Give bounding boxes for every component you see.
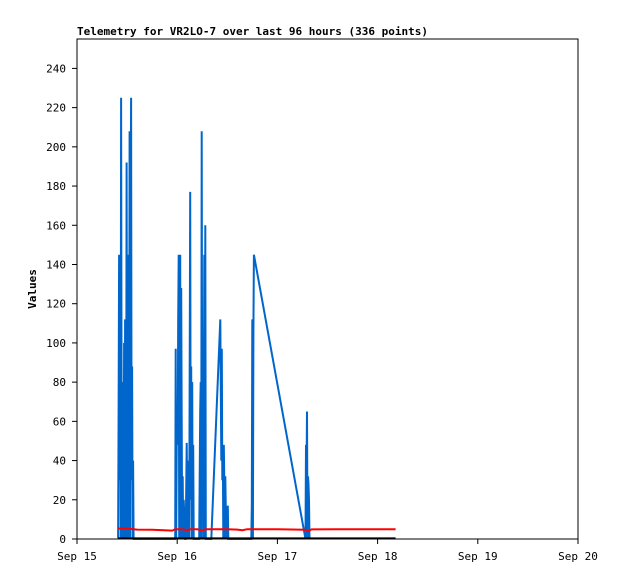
y-tick-label: 60 [53,415,66,428]
y-tick-label: 220 [46,102,66,115]
y-tick-label: 200 [46,141,66,154]
series-group [117,97,396,540]
x-tick-label: Sep 19 [458,550,498,563]
y-tick-label: 0 [59,533,66,546]
y-axis-label: Values [26,269,39,309]
y-axis: 0 20 40 60 80 100 120 140 160 180 200 220 240 [46,62,77,546]
y-tick-label: 20 [53,494,66,507]
y-tick-label: 100 [46,337,66,350]
y-tick-label: 240 [46,62,66,75]
y-tick-label: 80 [53,376,66,389]
x-tick-label: Sep 18 [358,550,398,563]
y-tick-label: 40 [53,455,66,468]
plot-frame [76,38,579,540]
x-tick-label: Sep 20 [558,550,598,563]
y-tick-label: 140 [46,258,66,271]
x-tick-label: Sep 16 [157,550,197,563]
series-line-1 [118,527,396,533]
x-tick-label: Sep 15 [57,550,97,563]
y-tick-label: 180 [46,180,66,193]
y-tick-label: 160 [46,219,66,232]
series-line-0 [117,97,311,540]
x-tick-label: Sep 17 [258,550,298,563]
y-tick-label: 120 [46,298,66,311]
chart-title: Telemetry for VR2LO-7 over last 96 hours… [77,25,428,38]
x-axis: Sep 15 Sep 16 Sep 17 Sep 18 Sep 19 Sep 20 [57,539,598,563]
